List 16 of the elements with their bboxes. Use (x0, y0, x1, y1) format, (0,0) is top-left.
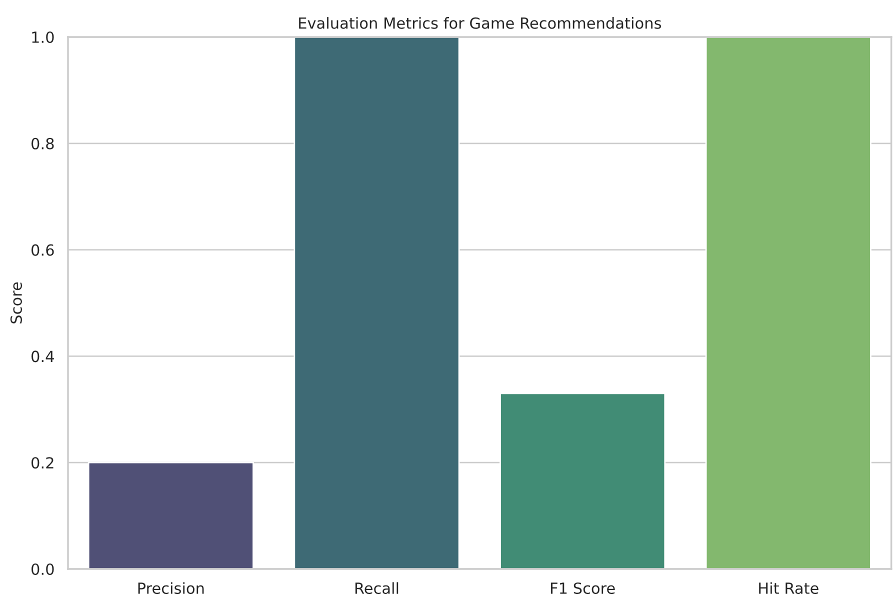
chart-title: Evaluation Metrics for Game Recommendations (299, 17, 662, 29)
bar (294, 37, 460, 569)
y-tick-label: 0.2 (32, 457, 54, 469)
x-tick-label: Recall (355, 582, 398, 594)
y-tick-label: 0.6 (32, 244, 54, 256)
x-tick-label: Precision (138, 582, 204, 594)
bar (88, 462, 254, 569)
x-tick-label: F1 Score (551, 582, 615, 594)
bar (500, 392, 666, 569)
x-tick-label: Hit Rate (759, 582, 818, 594)
y-tick-label: 0.0 (32, 563, 54, 576)
y-tick-label: 0.4 (32, 350, 54, 362)
y-tick-label: 0.8 (32, 138, 54, 150)
bar (705, 37, 872, 569)
y-axis-title: Score (10, 282, 22, 324)
y-tick-label: 1.0 (32, 31, 54, 44)
